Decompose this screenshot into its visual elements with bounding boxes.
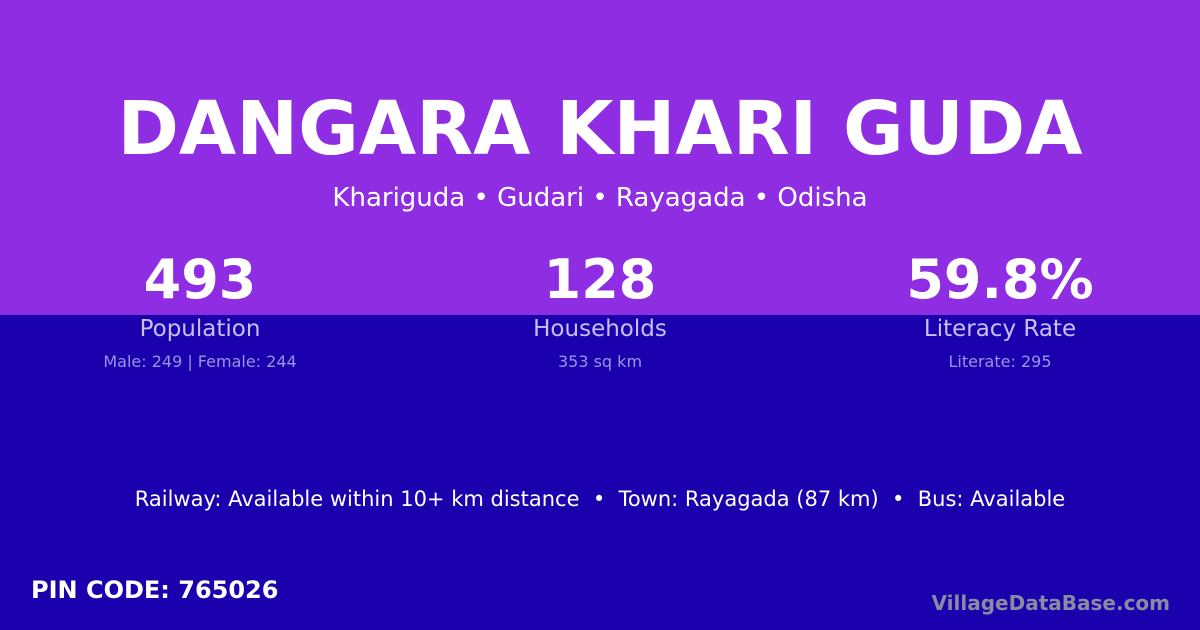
connectivity-facts: Railway: Available within 10+ km distanc… [134,487,1066,511]
stat-label: Literacy Rate [923,316,1077,342]
stat-value: 128 [543,248,657,311]
header-band [0,0,1200,315]
stat-literacy: 59.8% Literacy Rate Literate: 295 [800,248,1200,371]
stat-label: Households [533,316,667,342]
pin-code: PIN CODE: 765026 [31,576,279,604]
location-breadcrumb: Khariguda • Gudari • Rayagada • Odisha [332,183,868,213]
stat-detail: 353 sq km [557,352,643,371]
stat-detail: Male: 249 | Female: 244 [103,352,297,371]
brand-logo: VillageDataBase.com [931,591,1170,615]
stat-label: Population [139,316,261,342]
stat-households: 128 Households 353 sq km [400,248,800,371]
stat-value: 493 [143,248,257,311]
stat-population: 493 Population Male: 249 | Female: 244 [0,248,400,371]
stat-detail: Literate: 295 [948,352,1052,371]
stat-value: 59.8% [906,248,1094,311]
village-title: DANGARA KHARI GUDA [117,86,1083,172]
